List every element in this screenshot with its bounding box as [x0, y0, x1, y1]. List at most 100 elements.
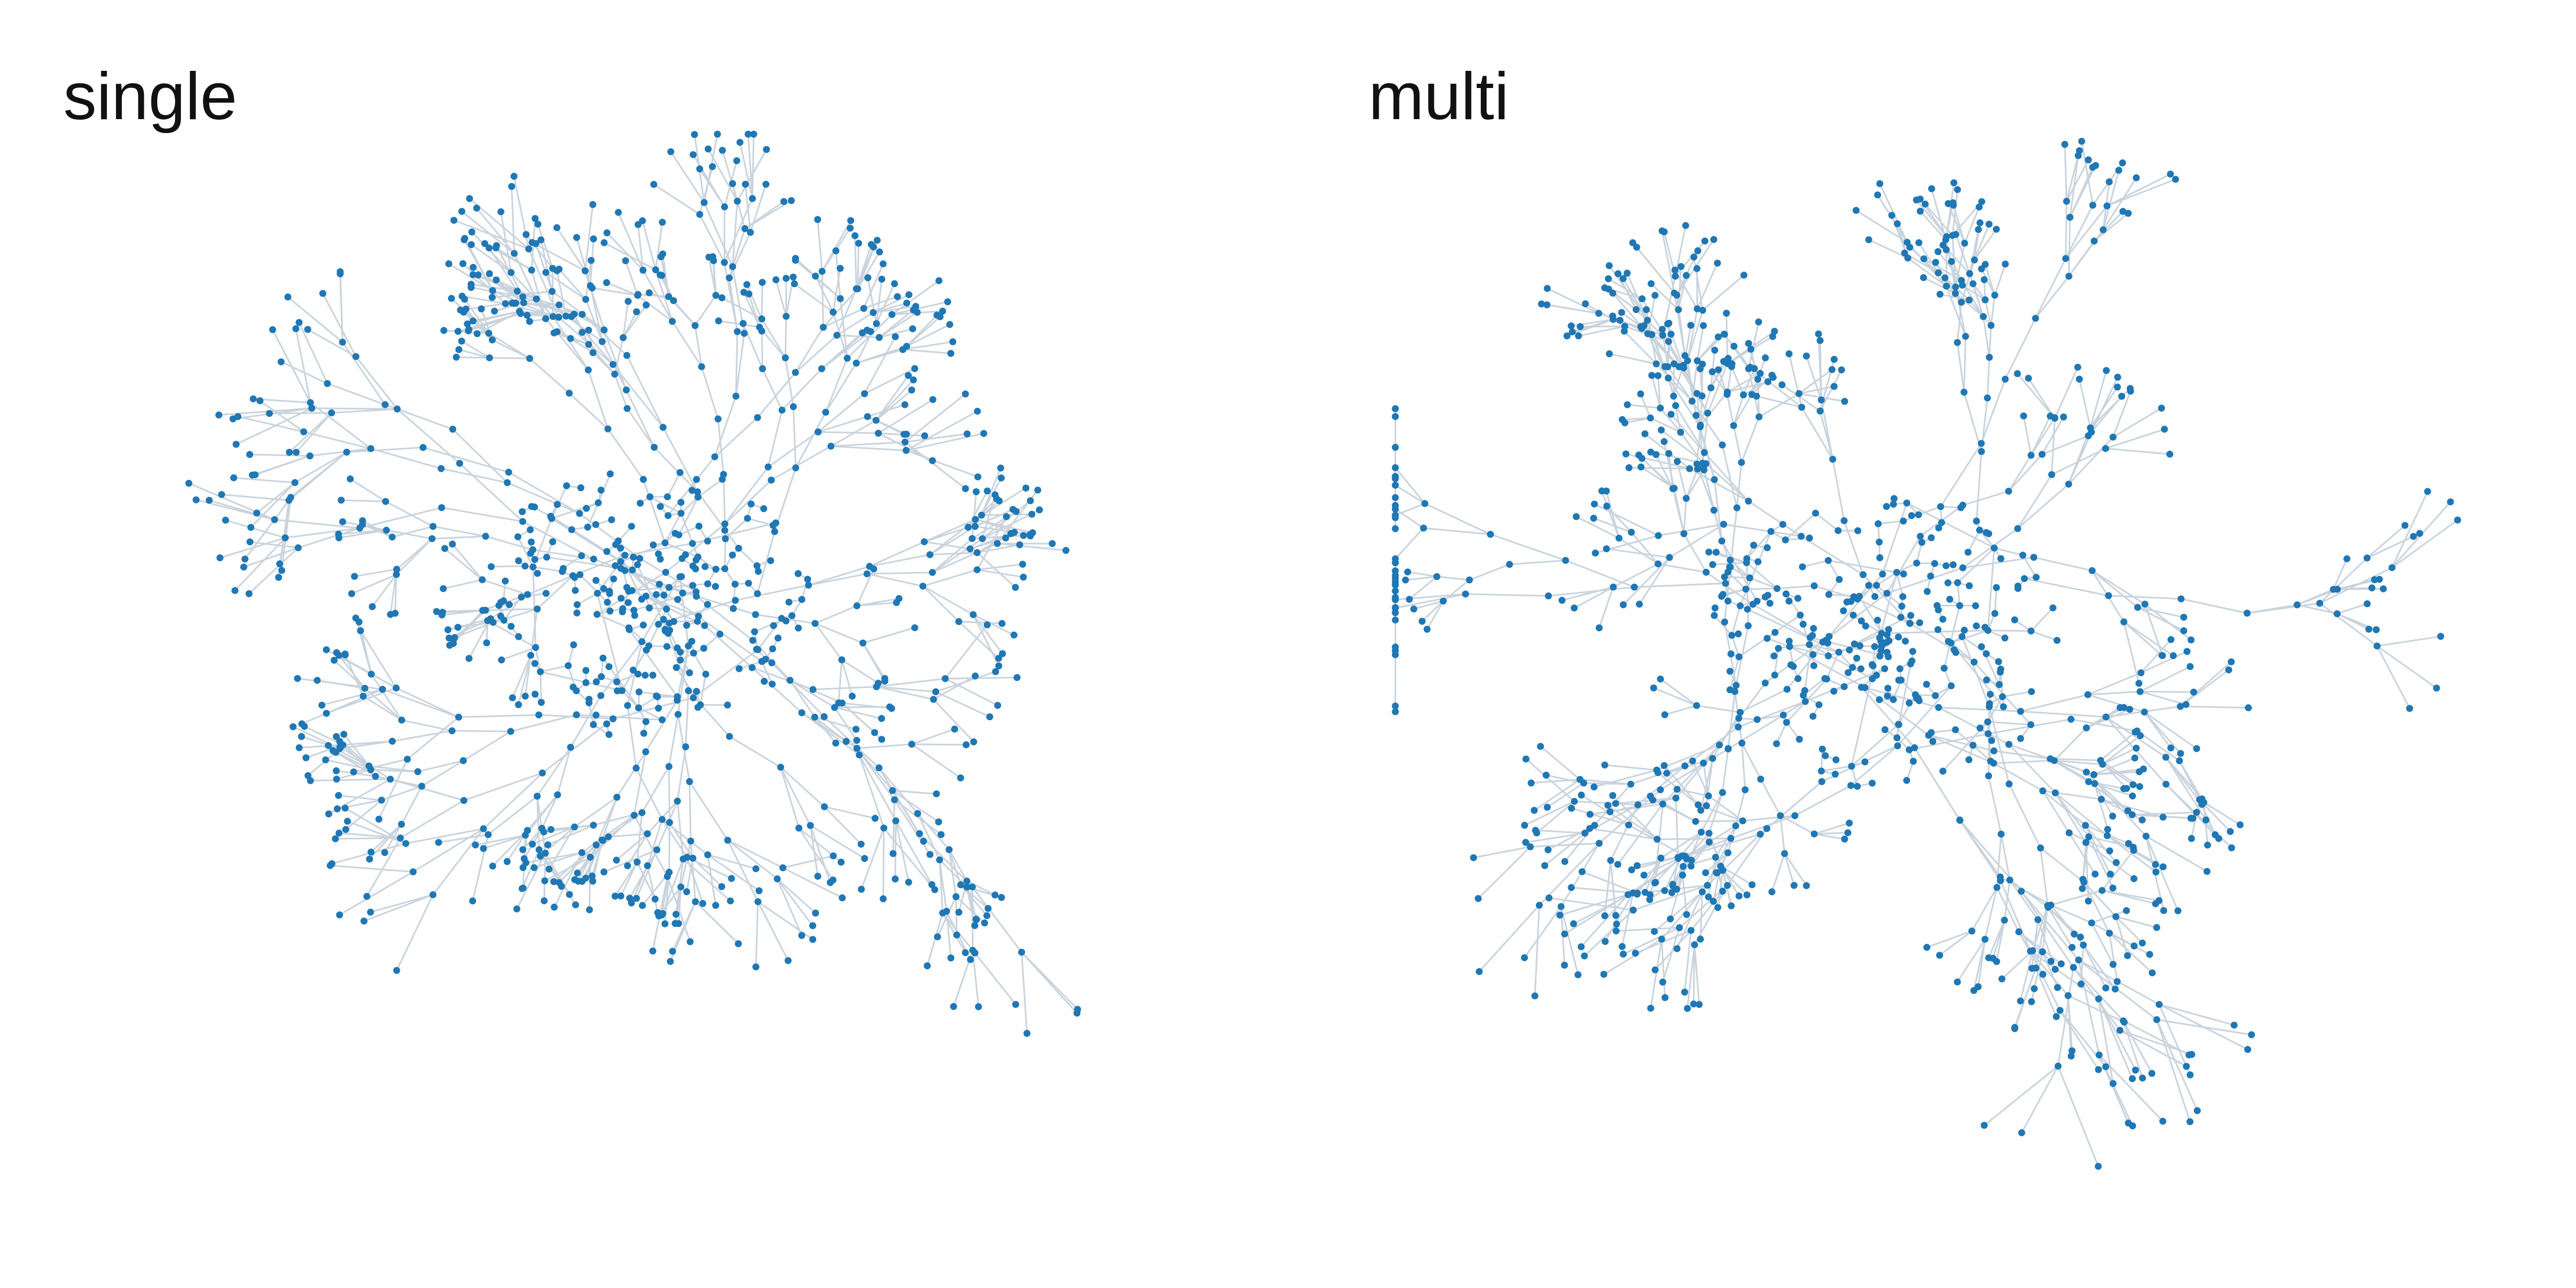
graph-node [1462, 590, 1469, 598]
graph-edge [1394, 467, 1426, 504]
graph-node [292, 449, 300, 456]
graph-edge [1659, 407, 1681, 433]
graph-node [588, 872, 596, 880]
graph-node [611, 370, 618, 378]
graph-node [2017, 997, 2024, 1005]
graph-edge [584, 204, 594, 271]
graph-node [1535, 902, 1543, 909]
graph-edge [552, 316, 589, 371]
graph-node [1709, 755, 1716, 762]
graph-edge [776, 879, 803, 936]
graph-node [2053, 1013, 2060, 1020]
graph-edge [932, 543, 998, 573]
graph-edge [351, 574, 397, 595]
graph-node [1904, 239, 1911, 246]
graph-node [2028, 627, 2035, 635]
graph-edge [2023, 415, 2032, 456]
graph-edge [1524, 800, 1575, 826]
graph-node [318, 701, 326, 709]
graph-node [640, 729, 648, 737]
graph-node [567, 335, 574, 342]
graph-node [2038, 451, 2046, 458]
graph-node [328, 409, 335, 416]
graph-node [779, 864, 787, 872]
graph-edge [243, 547, 299, 568]
graph-node [1728, 360, 1736, 368]
graph-node [631, 612, 639, 619]
graph-edge [338, 794, 382, 801]
graph-node [339, 518, 346, 525]
graph-edge [1677, 788, 1709, 797]
graph-node [1621, 419, 1629, 427]
graph-node [2090, 237, 2098, 245]
graph-node [2129, 1122, 2136, 1130]
graph-node [574, 869, 581, 877]
graph-node [863, 570, 870, 577]
graph-node [1977, 724, 1984, 732]
graph-node [947, 350, 955, 357]
graph-node [1874, 617, 1881, 624]
graph-edge [1794, 785, 1851, 817]
graph-node [458, 338, 465, 345]
graph-edge [906, 433, 984, 451]
graph-node [805, 581, 812, 589]
graph-edge [452, 610, 484, 644]
graph-edge [1914, 747, 1961, 821]
graph-node [770, 622, 777, 630]
graph-node [549, 538, 557, 545]
graph-node [682, 551, 689, 559]
graph-node [292, 325, 299, 332]
graph-node [665, 584, 673, 591]
graph-edge [818, 431, 879, 434]
graph-node [638, 638, 646, 646]
graph-node [1966, 270, 1973, 277]
graph-edge [856, 568, 875, 606]
graph-edge [547, 824, 594, 846]
graph-edge [836, 288, 858, 336]
graph-node [1703, 802, 1710, 809]
graph-node [741, 225, 749, 232]
graph-edge [1956, 342, 1965, 392]
graph-node [690, 694, 697, 701]
graph-node [358, 521, 366, 528]
graph-node [901, 401, 909, 408]
graph-node [721, 520, 729, 528]
graph-edge [622, 301, 629, 338]
graph-edge [1994, 547, 2023, 556]
graph-edge [371, 574, 397, 608]
graph-node [338, 496, 345, 504]
graph-node [332, 835, 339, 843]
graph-node [614, 537, 622, 545]
graph-node [1681, 852, 1689, 860]
graph-node [452, 354, 460, 361]
graph-edge [2158, 1004, 2235, 1026]
graph-edge [1580, 794, 1629, 826]
graph-node [1935, 606, 1942, 613]
graph-node [450, 640, 457, 647]
graph-node [1474, 895, 1482, 902]
graph-edge [530, 609, 538, 656]
graph-node [957, 881, 964, 889]
graph-node [1633, 244, 1641, 251]
graph-node [729, 605, 737, 612]
graph-node [507, 728, 515, 735]
graph-node [2333, 610, 2341, 618]
graph-node [1981, 935, 1989, 943]
graph-node [962, 949, 969, 956]
graph-node [342, 826, 349, 833]
graph-node [1612, 912, 1620, 919]
graph-edge [537, 224, 554, 269]
graph-node [998, 620, 1006, 627]
graph-node [1721, 573, 1728, 581]
graph-node [674, 697, 681, 704]
graph-edge [966, 880, 996, 896]
graph-node [519, 846, 526, 853]
graph-edge [656, 801, 678, 851]
graph-edge [1864, 687, 1929, 736]
graph-edge [1617, 803, 1664, 865]
graph-node [744, 130, 752, 138]
graph-node [2028, 998, 2035, 1005]
graph-node [1719, 789, 1726, 796]
graph-edge [1819, 369, 1842, 412]
graph-node [336, 268, 344, 275]
